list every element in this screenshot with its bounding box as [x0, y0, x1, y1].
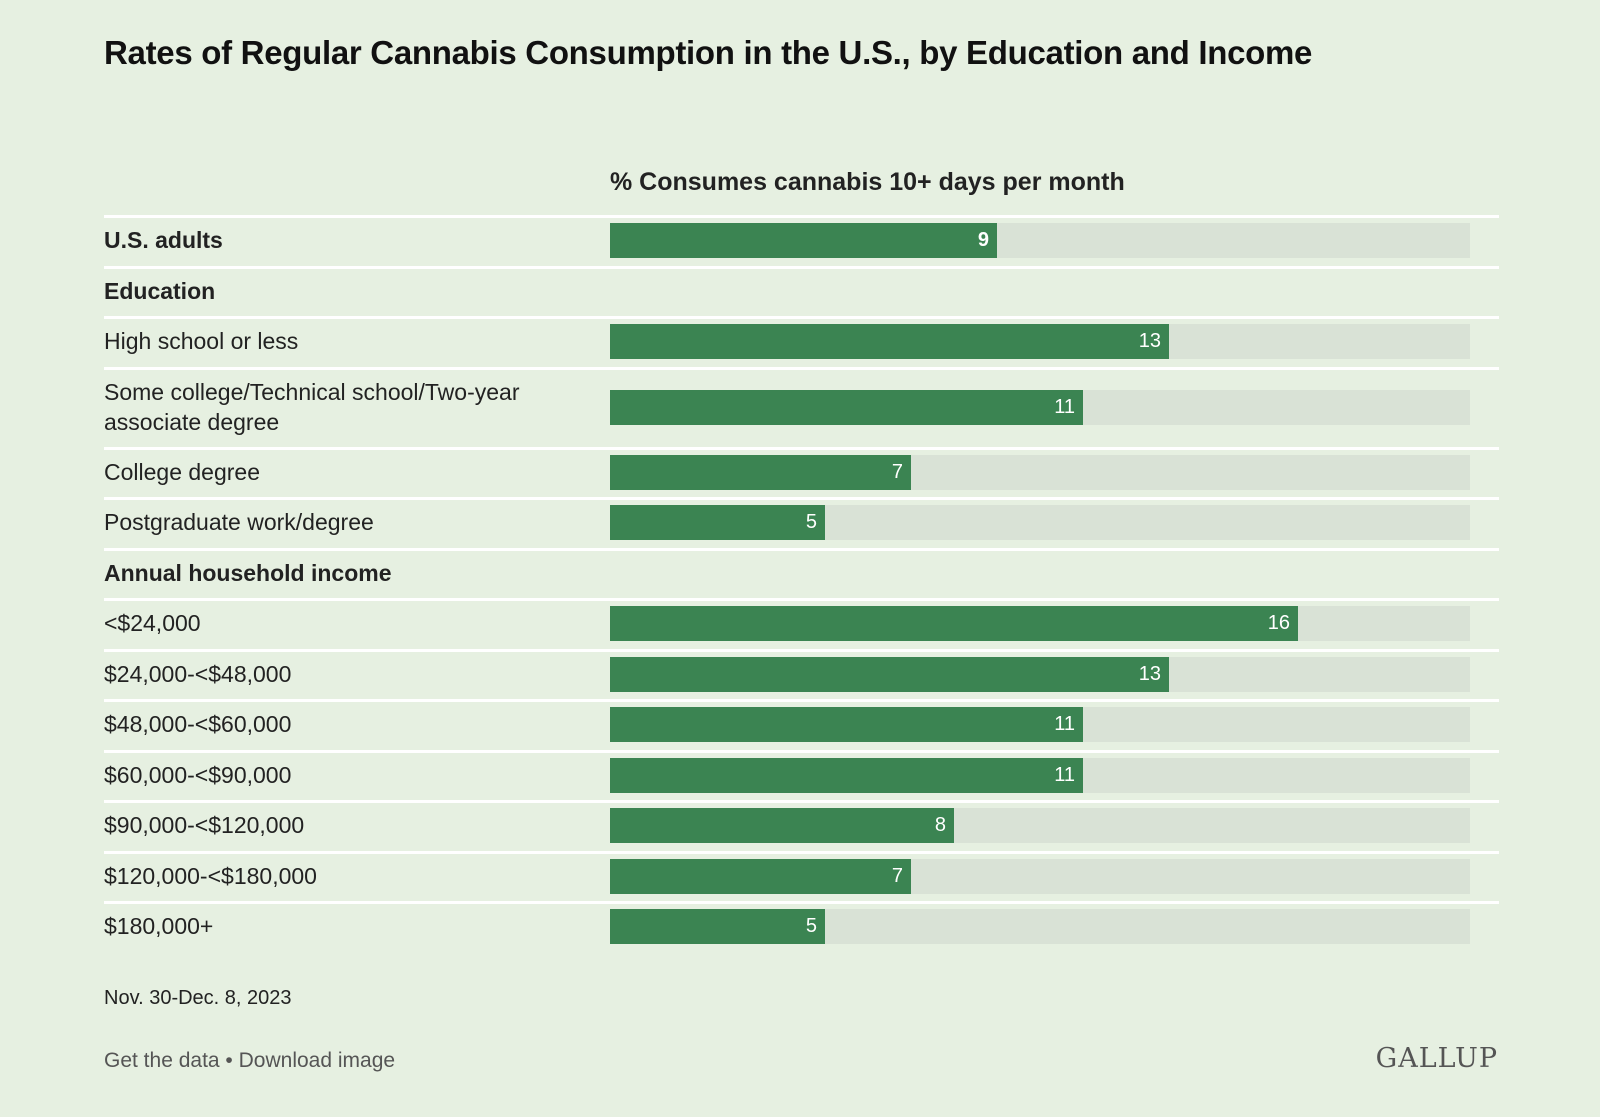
row-divider	[104, 901, 1499, 904]
bar-value-label: 13	[1138, 330, 1161, 353]
bar	[610, 454, 911, 490]
bar	[610, 909, 825, 945]
row-divider	[104, 446, 1499, 450]
bar-value-label: 13	[1138, 662, 1161, 685]
download-image-link[interactable]: Download image	[238, 1049, 396, 1072]
bar-value-label: 5	[805, 511, 817, 534]
bar-value-label: 11	[1054, 763, 1075, 786]
row-divider	[104, 648, 1499, 652]
row-label: $60,000-<$90,000	[104, 761, 292, 788]
bar	[610, 858, 911, 894]
bar	[610, 324, 1169, 360]
bar-value-label: 8	[934, 814, 946, 837]
column-header: % Consumes cannabis 10+ days per month	[610, 168, 1125, 196]
row-label: Postgraduate work/degree	[104, 509, 374, 535]
row-label: Some college/Technical school/Two-year a…	[104, 378, 520, 435]
bar-value-label: 11	[1054, 713, 1075, 736]
bar	[610, 757, 1083, 793]
survey-date: Nov. 30-Dec. 8, 2023	[104, 987, 292, 1009]
row-divider	[104, 850, 1499, 854]
row-divider	[104, 265, 1499, 269]
row-divider	[104, 215, 1499, 218]
row-label: $90,000-<$120,000	[104, 812, 305, 838]
bar	[610, 656, 1169, 692]
bar-value-label: 5	[805, 915, 817, 938]
get-data-link[interactable]: Get the data	[104, 1049, 220, 1072]
row-label: $24,000-<$48,000	[104, 660, 292, 687]
bar	[610, 505, 825, 541]
row-label: <$24,000	[104, 610, 201, 636]
group-heading: Annual household income	[104, 559, 392, 586]
bar	[610, 707, 1083, 743]
row-divider	[104, 316, 1499, 319]
row-divider	[104, 800, 1499, 803]
footer-links: Get the data • Download image	[104, 1049, 395, 1073]
bar	[610, 606, 1298, 642]
row-label: College degree	[104, 458, 261, 485]
bar	[610, 808, 954, 844]
gallup-logo: GALLUP	[1375, 1043, 1498, 1074]
row-divider	[104, 547, 1499, 551]
row-label: $48,000-<$60,000	[104, 711, 292, 737]
row-label: $120,000-<$180,000	[104, 862, 317, 889]
chart-title: Rates of Regular Cannabis Consumption in…	[104, 34, 1313, 71]
group-heading: Education	[104, 277, 216, 304]
bar	[610, 389, 1083, 425]
bar-value-label: 11	[1054, 395, 1075, 418]
footer-separator: •	[219, 1049, 239, 1072]
bar-value-label: 16	[1267, 612, 1290, 635]
row-divider	[104, 699, 1499, 702]
bar-value-label: 7	[891, 864, 903, 887]
row-divider	[104, 598, 1499, 601]
row-label: U.S. adults	[104, 227, 223, 253]
row-label: $180,000+	[104, 913, 214, 939]
bar	[610, 223, 997, 259]
row-divider	[104, 749, 1499, 753]
row-divider	[104, 497, 1499, 500]
row-label: High school or less	[104, 328, 299, 354]
row-divider	[104, 366, 1499, 370]
bar-value-label: 7	[891, 460, 903, 483]
bar-value-label: 9	[977, 229, 989, 252]
